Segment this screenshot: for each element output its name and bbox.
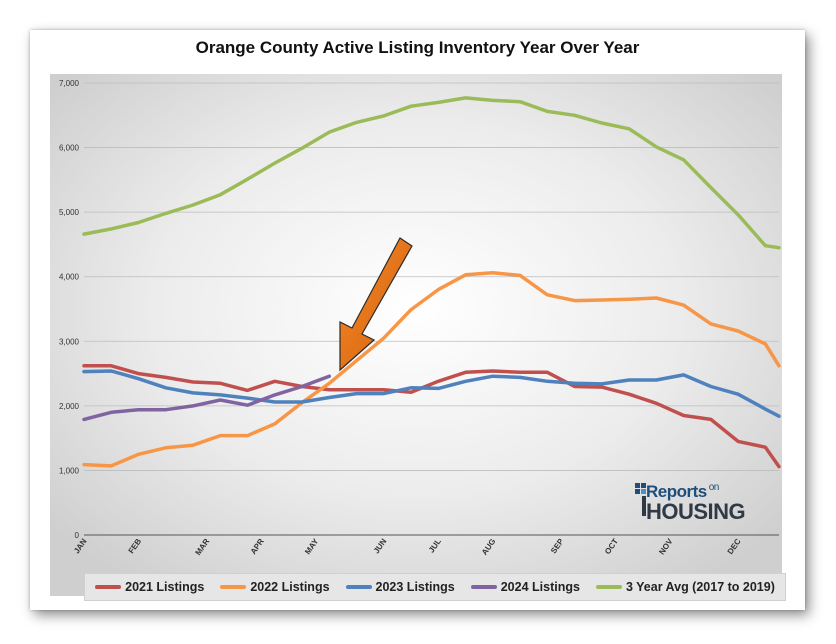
legend-swatch (470, 585, 497, 589)
legend-swatch (595, 585, 622, 589)
legend-label: 2024 Listings (500, 580, 580, 594)
series-line-5 (82, 96, 781, 250)
y-tick-label: 7,000 (59, 79, 80, 88)
arrow-annotation (339, 237, 413, 372)
logo-mark-icon (635, 483, 646, 516)
y-tick-label: 6,000 (59, 144, 80, 153)
legend-label: 2021 Listings (125, 580, 205, 594)
y-tick-label: 4,000 (59, 273, 80, 282)
legend-item: 2021 Listings (95, 580, 204, 594)
legend-item: 2022 Listings (220, 580, 330, 594)
legend-label: 2023 Listings (375, 580, 455, 594)
series-line-4 (82, 374, 332, 422)
y-tick-label: 2,000 (59, 402, 80, 411)
legend-swatch (220, 585, 247, 589)
legend-label: 2022 Listings (250, 580, 330, 594)
reports-on-housing-logo: Reports on HOUSING (632, 480, 772, 530)
y-tick-label: 0 (75, 531, 80, 540)
legend-item: 2023 Listings (345, 580, 455, 594)
legend-label: 3 Year Avg (2017 to 2019) (625, 580, 775, 594)
legend-item: 3 Year Avg (2017 to 2019) (595, 580, 775, 594)
plot-background (50, 74, 782, 596)
y-tick-label: 1,000 (59, 466, 80, 475)
chart-legend: 2021 Listings 2022 Listings 2023 Listings 2… (84, 573, 786, 601)
logo-text-on: on (708, 482, 720, 493)
series-line-3 (82, 369, 781, 418)
y-tick-label: 5,000 (59, 208, 80, 217)
legend-item: 2024 Listings (470, 580, 580, 594)
legend-swatch (95, 585, 122, 589)
logo-text-reports: Reports (646, 482, 707, 501)
series-line-1 (82, 364, 781, 469)
y-tick-label: 3,000 (59, 337, 80, 346)
chart-title: Orange County Active Listing Inventory Y… (195, 38, 640, 57)
logo-text-housing: HOUSING (646, 499, 746, 524)
legend-swatch (345, 585, 372, 589)
chart-card: Orange County Active Listing Inventory Y… (30, 30, 805, 610)
series-line-2 (82, 271, 781, 468)
